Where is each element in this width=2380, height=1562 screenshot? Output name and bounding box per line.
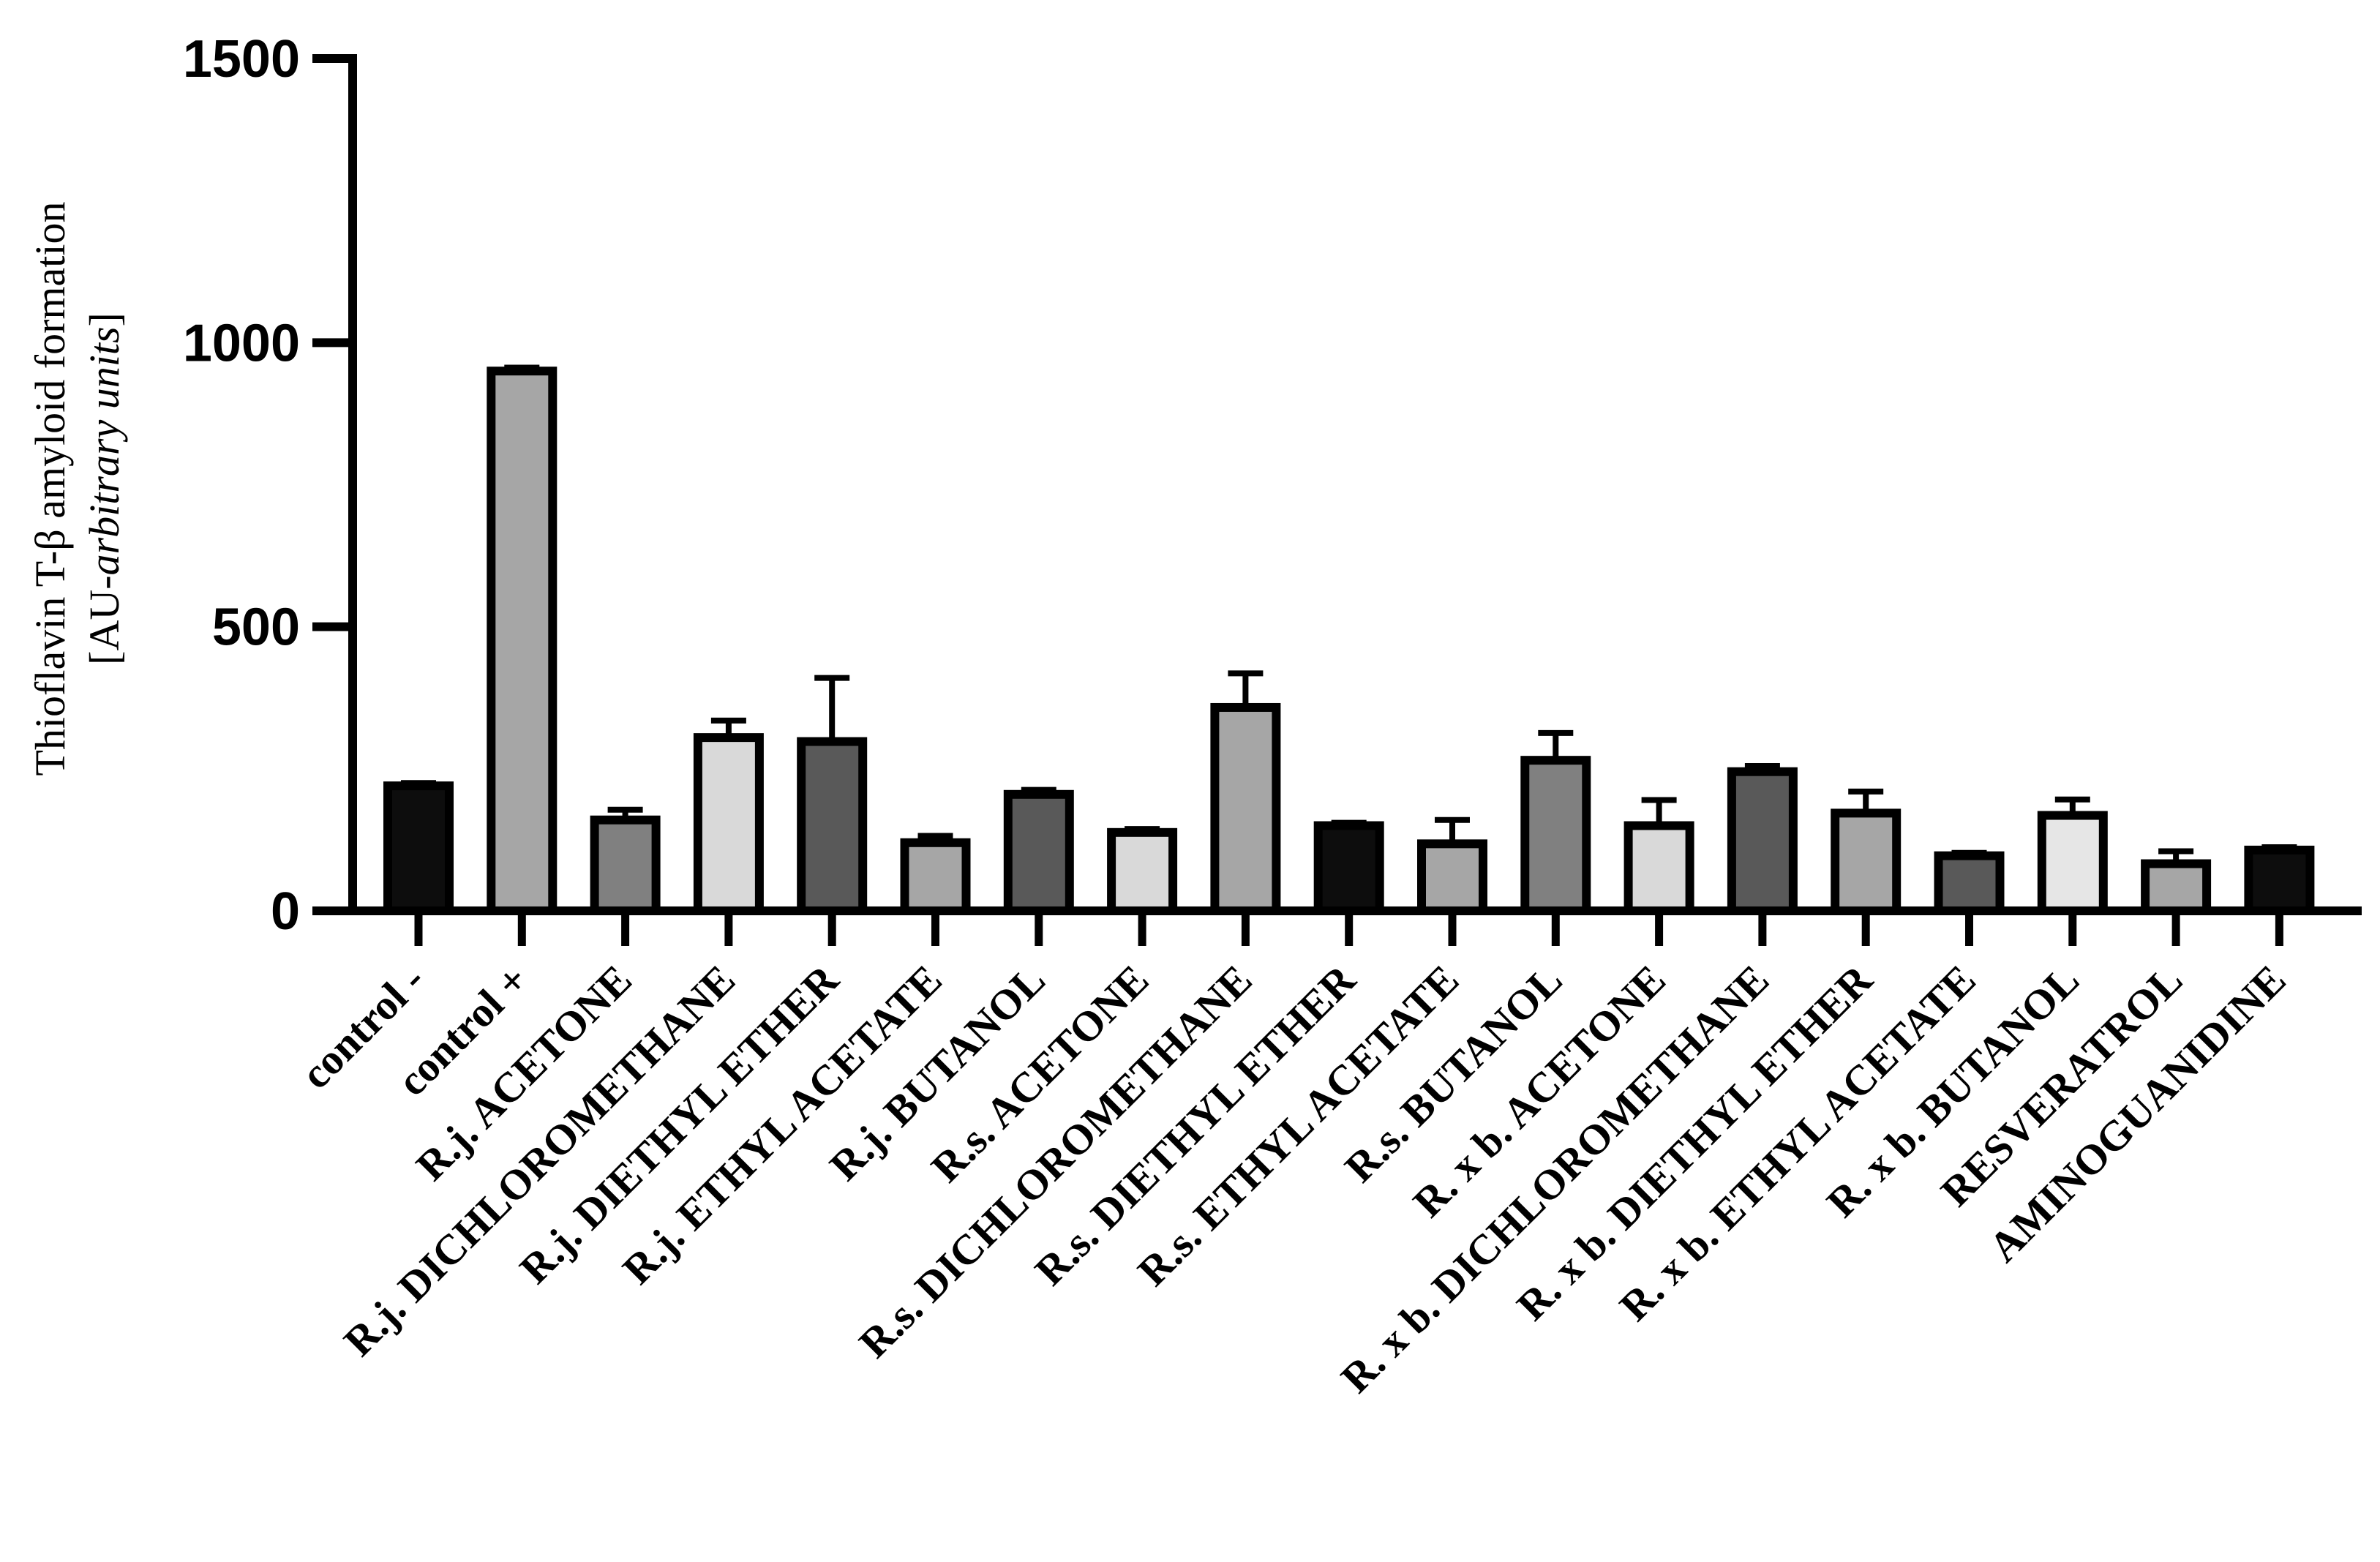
bar [1934,851,2005,915]
y-tick-label: 1000 [183,314,300,372]
y-tick-label: 1500 [183,30,300,89]
bar [797,737,868,916]
bar [1313,821,1384,915]
bar [590,815,661,915]
bar [2244,845,2315,915]
y-axis-label-units-suffix: ] [80,312,128,326]
bar [1003,789,1074,915]
y-axis-label-units-italic: arbitrary units [80,326,128,575]
bar [693,733,764,915]
bar [1831,808,1902,915]
bar [1210,702,1281,915]
y-axis-label: Thioflavin T-β amyloid formation [26,201,74,776]
bar [1520,756,1591,916]
y-axis-label-units: [AU-arbitrary units] [80,312,128,665]
bar [2141,859,2212,915]
bar [1727,767,1798,916]
y-axis-label-units-prefix: [AU- [80,575,128,664]
axes-layer [312,54,2362,946]
bar [383,781,454,915]
bar [487,367,558,915]
y-tick-label: 500 [212,598,300,657]
bar [2037,811,2108,916]
bar [1417,839,1487,916]
bar [900,838,971,916]
bars-layer [383,364,2315,916]
y-tick-label: 0 [271,882,300,941]
bar [1107,827,1178,915]
bar [1623,821,1694,915]
